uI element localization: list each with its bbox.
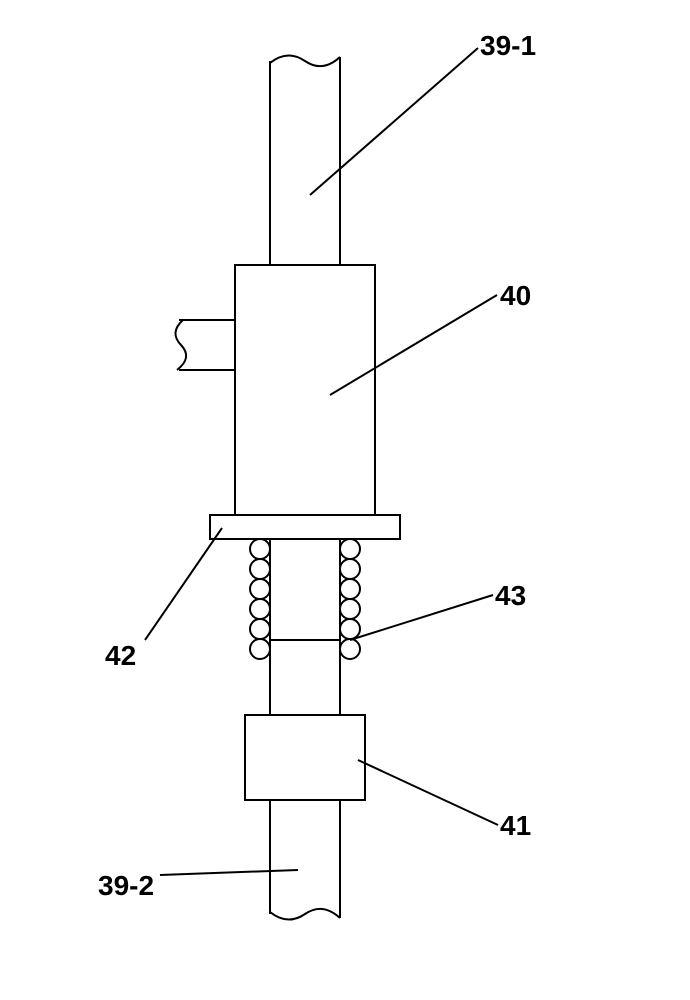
technical-diagram xyxy=(0,0,690,1000)
callout-label-41: 41 xyxy=(500,810,531,842)
callout-label-43: 43 xyxy=(495,580,526,612)
callout-label-42: 42 xyxy=(105,640,136,672)
callout-label-39-2: 39-2 xyxy=(98,870,154,902)
callout-label-39-1: 39-1 xyxy=(480,30,536,62)
callout-label-40: 40 xyxy=(500,280,531,312)
